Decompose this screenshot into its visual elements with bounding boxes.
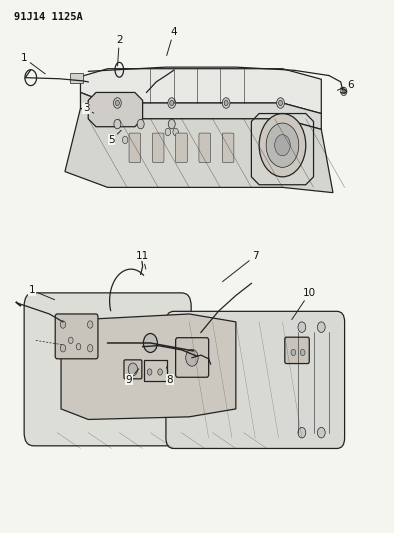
Circle shape: [275, 135, 290, 156]
Text: 5: 5: [108, 130, 121, 145]
Circle shape: [298, 427, 306, 438]
Text: 1: 1: [29, 285, 55, 300]
Text: 11: 11: [136, 251, 149, 269]
Circle shape: [224, 100, 228, 106]
Circle shape: [222, 98, 230, 108]
FancyBboxPatch shape: [124, 360, 142, 379]
Circle shape: [60, 321, 66, 328]
Circle shape: [165, 128, 171, 136]
Circle shape: [341, 87, 347, 95]
FancyBboxPatch shape: [55, 314, 98, 359]
FancyBboxPatch shape: [71, 73, 83, 84]
Text: 91J14 1125A: 91J14 1125A: [15, 12, 83, 22]
FancyBboxPatch shape: [152, 133, 164, 163]
Text: 3: 3: [83, 103, 94, 114]
FancyBboxPatch shape: [129, 133, 141, 163]
Circle shape: [300, 349, 305, 356]
Circle shape: [343, 90, 345, 93]
Polygon shape: [80, 92, 321, 130]
Text: 4: 4: [167, 27, 177, 55]
Polygon shape: [61, 314, 236, 419]
Circle shape: [147, 369, 152, 375]
FancyBboxPatch shape: [144, 360, 167, 381]
FancyBboxPatch shape: [166, 311, 345, 448]
Circle shape: [143, 334, 157, 352]
Text: 6: 6: [337, 79, 354, 90]
Polygon shape: [80, 69, 321, 114]
Circle shape: [87, 321, 93, 328]
Text: 8: 8: [167, 367, 173, 385]
Circle shape: [87, 344, 93, 352]
Circle shape: [114, 119, 121, 129]
Circle shape: [168, 119, 175, 129]
Circle shape: [291, 349, 296, 356]
FancyBboxPatch shape: [222, 133, 234, 163]
Circle shape: [137, 119, 144, 129]
Circle shape: [318, 322, 325, 333]
Text: 9: 9: [126, 369, 139, 385]
Circle shape: [266, 123, 299, 167]
Circle shape: [279, 100, 282, 106]
Circle shape: [277, 98, 284, 108]
Circle shape: [158, 369, 162, 375]
FancyBboxPatch shape: [285, 337, 309, 364]
Circle shape: [298, 322, 306, 333]
Circle shape: [134, 136, 139, 143]
Circle shape: [128, 363, 138, 376]
Polygon shape: [65, 108, 333, 192]
Circle shape: [318, 427, 325, 438]
Circle shape: [76, 343, 81, 350]
FancyBboxPatch shape: [199, 133, 211, 163]
Circle shape: [186, 349, 198, 366]
Circle shape: [259, 114, 306, 177]
Circle shape: [113, 98, 121, 108]
FancyBboxPatch shape: [176, 338, 209, 377]
Text: 2: 2: [116, 35, 123, 66]
FancyBboxPatch shape: [24, 293, 191, 446]
Text: 7: 7: [223, 251, 258, 281]
Text: 1: 1: [21, 53, 45, 74]
Circle shape: [123, 136, 128, 143]
Circle shape: [168, 98, 176, 108]
Circle shape: [69, 337, 73, 343]
Polygon shape: [88, 92, 143, 127]
Circle shape: [170, 100, 174, 106]
Text: 10: 10: [292, 288, 316, 320]
Circle shape: [60, 344, 66, 352]
FancyBboxPatch shape: [176, 133, 187, 163]
Circle shape: [173, 128, 178, 136]
Circle shape: [115, 100, 119, 106]
